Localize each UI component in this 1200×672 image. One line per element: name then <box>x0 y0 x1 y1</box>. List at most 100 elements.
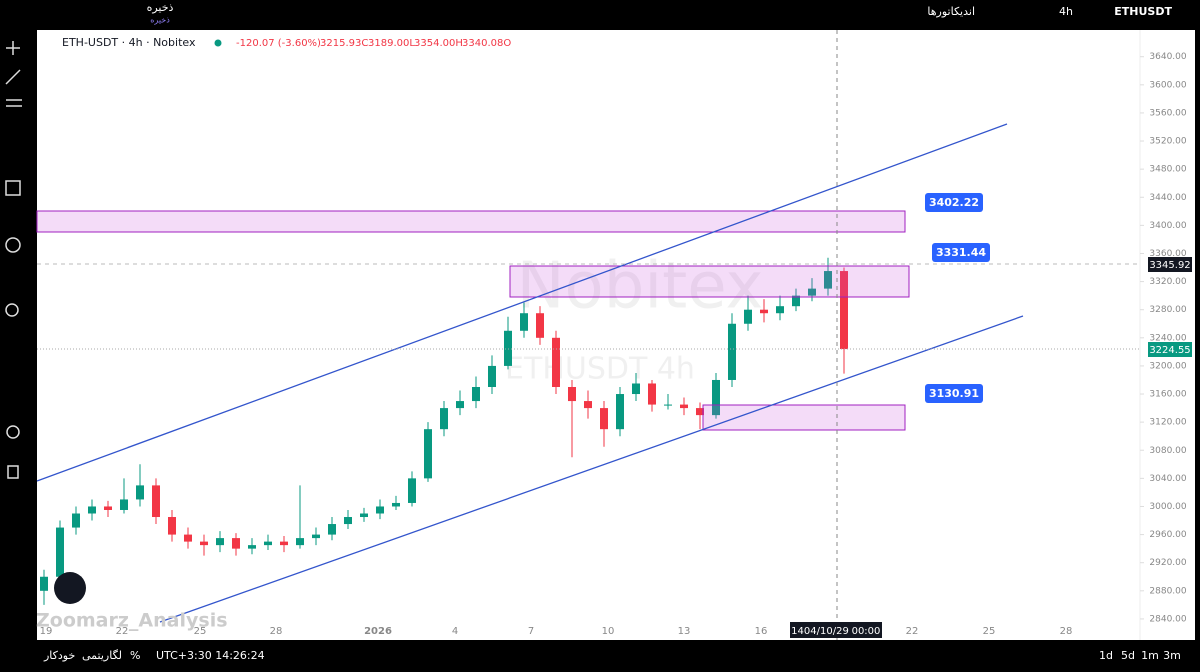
candle-body <box>248 545 256 549</box>
x-tick-label: 7 <box>528 626 534 637</box>
y-tick-label: 3280.00 <box>1149 305 1186 315</box>
y-tick-label: 3520.00 <box>1149 137 1186 147</box>
candle-body <box>232 538 240 549</box>
price-label <box>925 384 983 403</box>
timeframe[interactable]: 3m <box>1163 649 1181 662</box>
channel-line <box>36 123 1008 482</box>
x-tick-label: 2026 <box>364 626 392 637</box>
y-tick-label: 3480.00 <box>1149 165 1186 175</box>
candle-body <box>136 485 144 500</box>
y-tick-label: 3080.00 <box>1149 446 1186 456</box>
y-tick-label: 3160.00 <box>1149 390 1186 400</box>
candle-body <box>216 538 224 546</box>
x-tick-label: 22 <box>906 626 919 637</box>
candle-body <box>552 337 560 388</box>
candle-body <box>120 499 128 510</box>
status-dot <box>214 39 222 47</box>
crosshair-price-box <box>1148 257 1192 272</box>
last-price: 3224.55 <box>1149 345 1190 356</box>
candle-body <box>328 524 336 535</box>
y-tick-label: 3040.00 <box>1149 474 1186 484</box>
y-tick-label: 2840.00 <box>1149 614 1186 624</box>
y-tick-label: 3320.00 <box>1149 277 1186 287</box>
timeframe[interactable]: 1m <box>1141 649 1159 662</box>
candle-body <box>680 404 688 409</box>
price-label-text: 3402.22 <box>929 196 979 209</box>
chart-area <box>37 30 1195 640</box>
save-sub: ذخیره <box>150 16 170 25</box>
log[interactable]: لگاریتمی <box>82 649 122 662</box>
watermark-symbol: ETHUSDT 4h <box>505 352 695 387</box>
y-tick-label: 3400.00 <box>1149 221 1186 231</box>
candle-body <box>824 271 832 289</box>
percent[interactable]: % <box>130 649 140 662</box>
candle-body <box>376 506 384 514</box>
legend-title: ETH-USDT · 4h · Nobitex <box>62 36 196 49</box>
y-tick-label: 3240.00 <box>1149 333 1186 343</box>
candle-body <box>648 383 656 405</box>
candle-body <box>600 408 608 430</box>
candle-body <box>152 485 160 518</box>
x-tick-label: 28 <box>1060 626 1073 637</box>
candle-body <box>424 429 432 479</box>
y-tick-label: 3600.00 <box>1149 80 1186 90</box>
crosshair-date-box <box>790 622 882 638</box>
candle-body <box>808 288 816 296</box>
candle-body <box>104 506 112 510</box>
candle-body <box>472 387 480 402</box>
y-tick-label: 3120.00 <box>1149 418 1186 428</box>
candle-body <box>664 404 672 406</box>
candle-body <box>264 541 272 546</box>
author-watermark: Zoomarz_Analysis <box>36 610 228 632</box>
channel-line <box>159 315 1024 623</box>
x-tick-label: 13 <box>678 626 691 637</box>
candle-body <box>40 576 48 591</box>
indicators[interactable]: اندیکاتورها <box>927 5 975 18</box>
candle-body <box>840 271 848 350</box>
x-tick-label: 28 <box>270 626 283 637</box>
candle-body <box>504 330 512 366</box>
y-tick-label: 2960.00 <box>1149 530 1186 540</box>
candle-body <box>360 513 368 518</box>
candle-body <box>408 478 416 503</box>
candle-body <box>440 408 448 430</box>
y-tick-label: 3200.00 <box>1149 361 1186 371</box>
crosshair-price: 3345.92 <box>1149 260 1190 271</box>
legend-high: 3354.00H <box>414 38 463 49</box>
candle-body <box>56 527 64 577</box>
x-tick-label: 19 <box>40 626 53 637</box>
y-tick-label: 2920.00 <box>1149 558 1186 568</box>
candle-body <box>616 394 624 430</box>
symbol[interactable]: ETHUSDT <box>1114 5 1172 18</box>
clock: UTC+3:30 14:26:24 <box>156 649 265 662</box>
save[interactable]: ذخیره <box>147 1 174 14</box>
auto[interactable]: خودکار <box>43 649 75 662</box>
toolbar-icons <box>5 41 22 479</box>
zone <box>509 265 910 298</box>
legend-change: -120.07 (-3.60%) <box>236 38 321 49</box>
timeframe[interactable]: 1d <box>1099 649 1113 662</box>
candle-body <box>712 379 720 416</box>
candle-body <box>632 383 640 395</box>
legend-close: 3215.93C <box>320 38 368 49</box>
price-label <box>932 243 990 262</box>
candle-body <box>200 541 208 546</box>
candle-body <box>296 538 304 546</box>
candle-body <box>72 513 80 528</box>
interval[interactable]: 4h <box>1059 5 1073 18</box>
candle-body <box>776 306 784 314</box>
price-label-text: 3130.91 <box>929 387 979 400</box>
x-tick-label: 25 <box>194 626 207 637</box>
candle-body <box>584 401 592 409</box>
candle-body <box>520 313 528 331</box>
last-price-box <box>1148 342 1192 357</box>
x-tick-label: 16 <box>755 626 768 637</box>
x-tick-label: 25 <box>983 626 996 637</box>
x-tick-label: 22 <box>116 626 129 637</box>
candle-body <box>88 506 96 514</box>
candle-body <box>392 502 400 507</box>
y-tick-label: 2880.00 <box>1149 586 1186 596</box>
timeframe[interactable]: 5d <box>1121 649 1135 662</box>
y-tick-label: 3440.00 <box>1149 193 1186 203</box>
